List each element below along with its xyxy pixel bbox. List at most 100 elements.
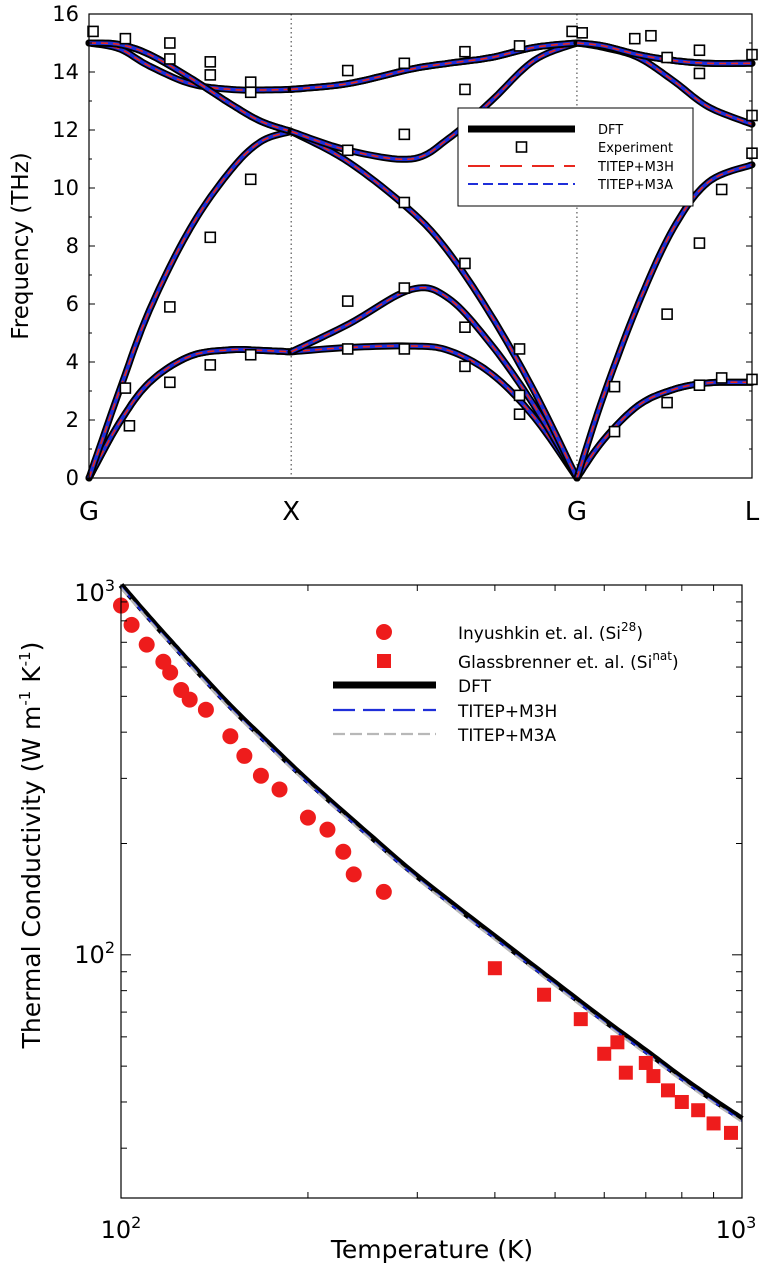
experiment-point [119,382,132,394]
dft-branch-line [573,161,756,482]
experiment-point [576,27,589,39]
experiment-point [204,231,217,244]
experiment-point [693,44,706,57]
experiment-point [204,69,217,81]
m3h-branch-line [290,130,578,479]
y-tick-label: 102 [74,938,115,969]
experiment-point [628,32,641,45]
y-axis-ticks: 0 2 4 6 8 10 12 14 16 [52,2,752,490]
phonon-dispersion-chart: 0 2 4 6 8 10 12 14 16 G X G L Frequency (THz) DFT Ex… [8,2,760,527]
m3h-branch-line [576,42,753,125]
x-tick-label: G [567,497,587,527]
experiment-point [341,295,354,307]
y-axis-title: Frequency (THz) [8,152,34,340]
glassbrenner-point [723,1125,738,1140]
experiment-point [513,389,526,402]
inyushkin-point [236,747,253,764]
plot-frame [120,584,743,1199]
experiment-point [123,419,136,432]
inyushkin-point [197,701,214,718]
experiment-point [244,348,257,361]
legend-swatch-glassbrenner [377,654,391,668]
inyushkin-point [222,728,239,745]
m3a-branch-line [576,41,752,66]
legend: Inyushkin et. al. (Si28) Glassbrenner et.… [333,620,679,746]
experiment-point [693,67,706,80]
legend-box [457,107,694,207]
inyushkin-point [123,616,140,633]
x-tick-label: 103 [716,1213,757,1244]
glassbrenner-point [573,1012,588,1027]
experiment-point [244,173,257,186]
m3h-branch-line [291,345,578,479]
legend-label: TITEP+M3A [457,726,557,746]
experiment-point [459,321,471,334]
experiment-point [693,237,706,249]
inyushkin-point [299,809,316,826]
experiment-point [398,282,411,294]
axis-ticks: 102 103 102 103 [74,576,756,1244]
legend-label: DFT [458,677,492,697]
m3h-branch-line [576,164,753,479]
y-tick-label: 8 [66,234,79,258]
glassbrenner-point [487,961,502,976]
dft-branch-line [85,346,295,482]
experiment-point [715,372,728,384]
m3a-branch-line [87,347,292,479]
experiment-point [566,25,578,38]
dft-branch-line [287,284,581,482]
legend-label: Experiment [598,141,673,156]
glassbrenner-point [674,1094,689,1109]
experiment-point [661,396,673,409]
experiment-point [459,83,471,96]
experiment-point [513,343,526,355]
glassbrenner-point [610,1035,625,1050]
x-tick-label: 102 [101,1213,142,1244]
inyushkin-point [335,843,352,860]
experiment-point [661,308,673,320]
plot-border [120,584,743,1199]
experiment-point [164,37,176,49]
m3h-branch-line [88,42,292,91]
m3h-branch-line [88,130,292,479]
experiment-point [715,183,728,196]
glassbrenner-point [706,1116,721,1131]
experiment-point [244,76,257,88]
experiment-point [164,53,176,65]
m3a-branch-line [87,347,292,479]
x-tick-label: L [745,497,760,527]
legend-label: TITEP+M3H [457,702,557,722]
legend-label: Inyushkin et. al. (Si28) [458,620,643,644]
experiment-point [459,257,471,270]
glassbrenner-point [618,1065,633,1080]
experiment-point [513,408,526,421]
glassbrenner-point [646,1069,661,1084]
inyushkin-point [162,664,179,681]
m3a-line [120,587,743,1123]
experiment-point [459,360,471,373]
inyushkin-point [345,866,362,883]
experiment-point [341,343,354,355]
legend-label: Glassbrenner et. al. (Sinat) [458,649,679,673]
legend-swatch-inyushkin [376,624,392,640]
inyushkin-point [252,767,269,784]
legend-label: TITEP+M3A [597,178,673,193]
y-tick-label: 0 [66,466,79,490]
inyushkin-point [271,781,288,798]
experiment-point [341,64,354,77]
experiment-point [341,144,354,157]
thermal-conductivity-chart: 102 103 102 103 Temperature (K) Thermal Con… [16,576,756,1264]
legend-label: TITEP+M3H [597,160,674,175]
experiment-point [693,379,706,392]
inyushkin-point [375,883,392,900]
experiment-point [204,359,217,371]
inyushkin-point [181,691,198,708]
x-tick-label: G [79,497,99,527]
experiment-point [398,196,411,209]
dft-branch-line [85,346,295,482]
experiment-point [244,86,257,99]
glassbrenner-point [691,1103,706,1118]
experiment-point [608,380,621,393]
experiment-point [204,56,217,68]
